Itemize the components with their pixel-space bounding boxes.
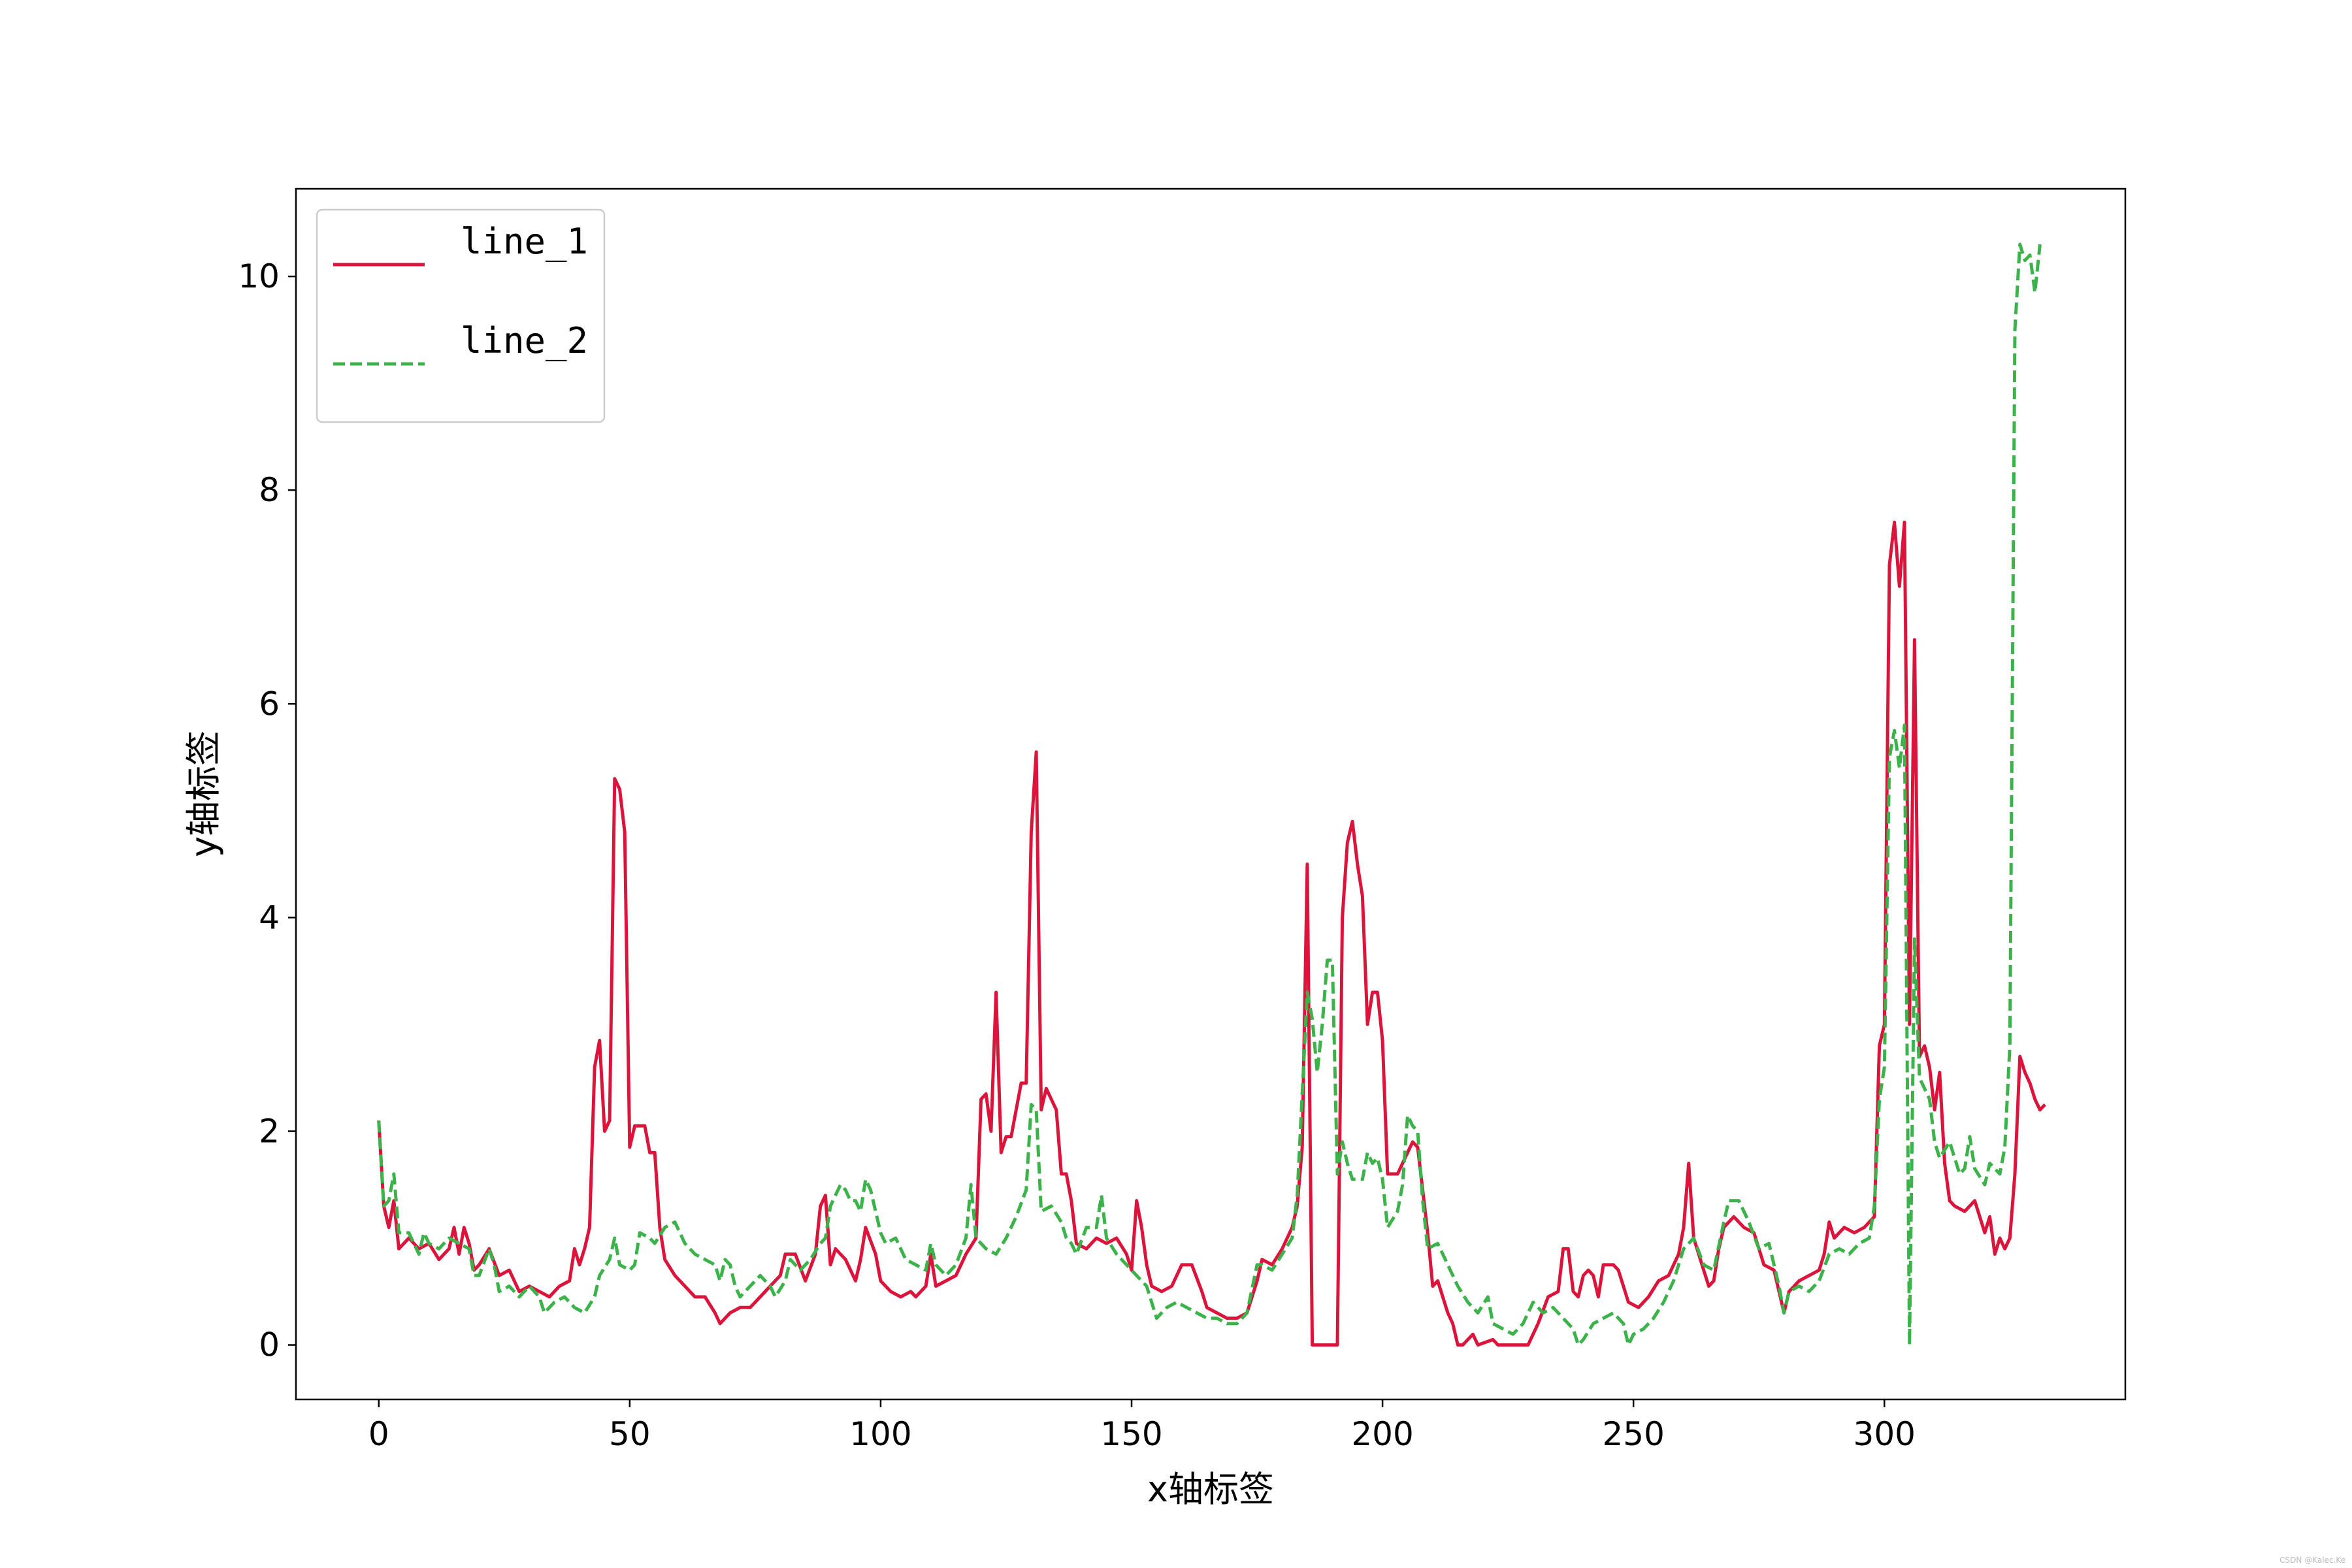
x-tick-label: 200 [1351, 1415, 1413, 1453]
legend-label-line-2: line_2 [461, 320, 588, 361]
x-tick-label: 50 [609, 1415, 651, 1453]
series-layer [377, 242, 2046, 1347]
x-tick-label: 300 [1854, 1415, 1916, 1453]
x-tick-label: 250 [1602, 1415, 1664, 1453]
legend-label-line-1: line_1 [461, 221, 588, 262]
x-tick-label: 150 [1100, 1415, 1162, 1453]
ticks-layer: 0 50 100 150 200 250 300 0 2 4 6 8 10 [238, 257, 1916, 1453]
y-tick-label: 10 [238, 257, 280, 295]
y-tick-label: 2 [259, 1112, 280, 1150]
legend-frame [316, 208, 606, 423]
y-tick-label: 8 [259, 471, 280, 509]
legend: line_1 line_2 [316, 208, 606, 423]
y-tick-label: 0 [259, 1326, 280, 1364]
series-line-2 [377, 242, 2042, 1347]
x-tick-label: 100 [849, 1415, 911, 1453]
x-axis-label: x轴标签 [1147, 1469, 1274, 1510]
plot-frame [295, 188, 2127, 1401]
y-axis-label: y轴标签 [183, 730, 224, 857]
watermark: CSDN @Kalec.Ke [2279, 1556, 2345, 1565]
y-tick-label: 6 [259, 685, 280, 723]
series-line-1 [377, 520, 2046, 1347]
x-tick-label: 0 [368, 1415, 389, 1453]
y-tick-label: 4 [259, 898, 280, 936]
